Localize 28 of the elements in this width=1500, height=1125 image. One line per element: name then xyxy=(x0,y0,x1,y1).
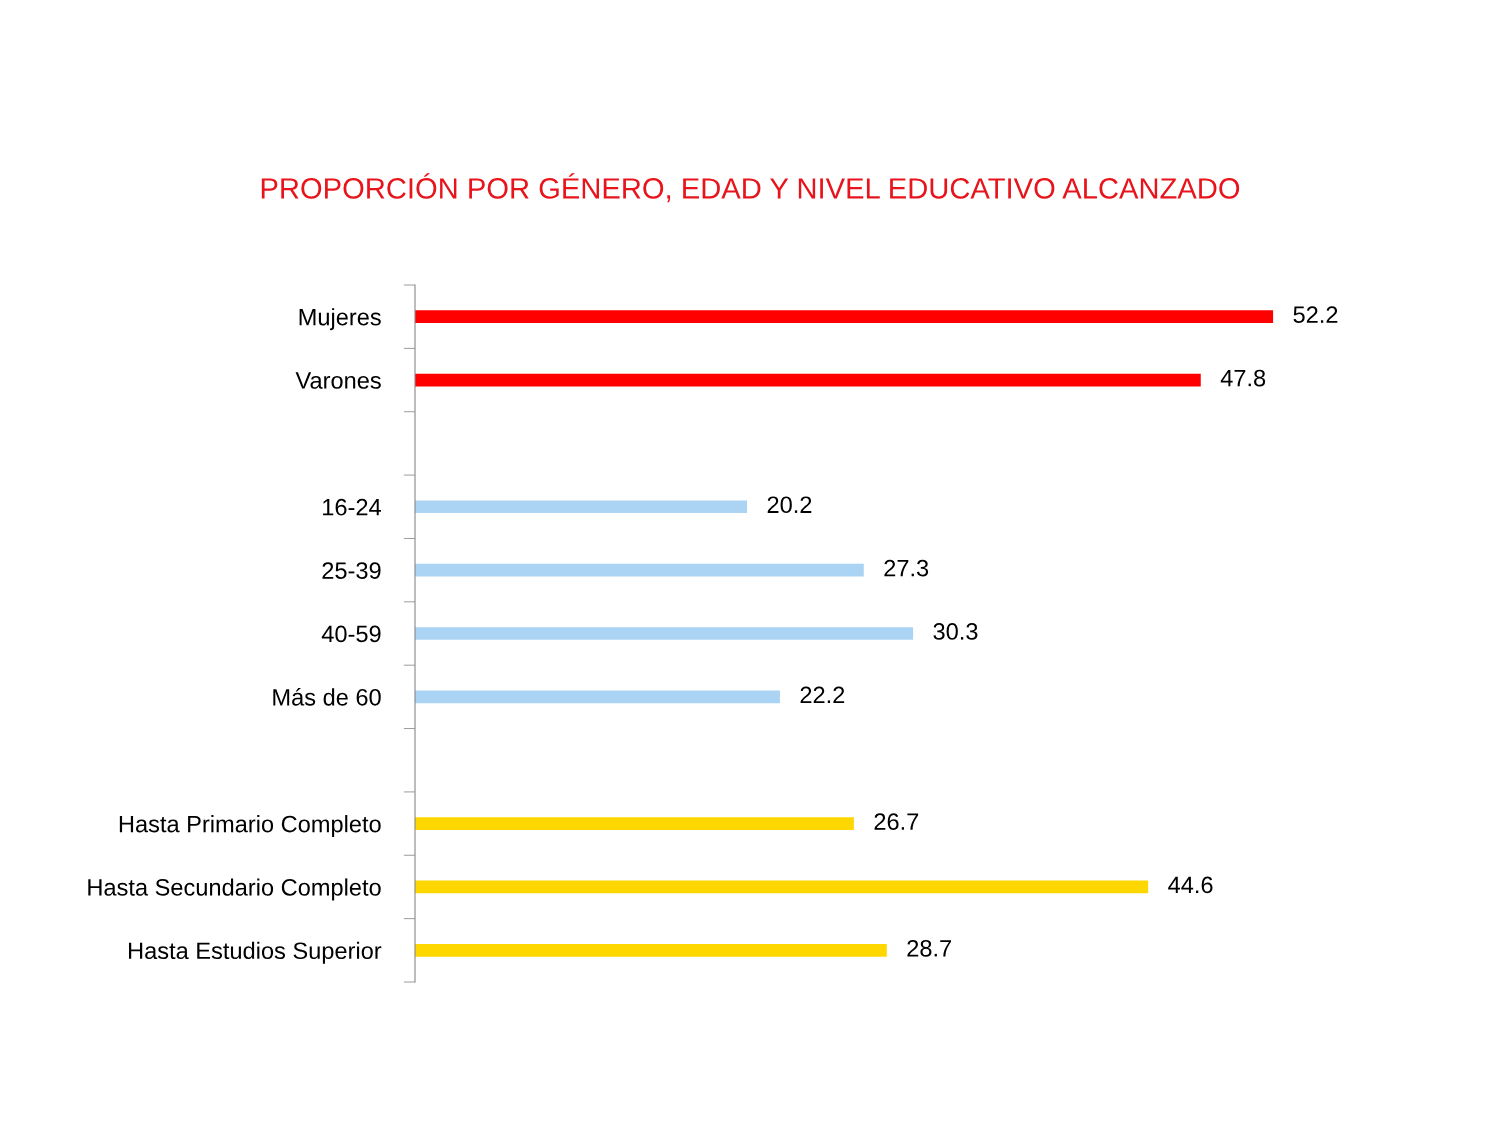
bar xyxy=(415,563,864,577)
data-label: 44.6 xyxy=(1168,876,1213,894)
y-tick-label: Mujeres xyxy=(299,308,381,331)
data-label: 27.3 xyxy=(884,559,929,577)
y-tick-label: 16-24 xyxy=(323,498,381,516)
y-tick-label: Varones xyxy=(295,372,381,389)
data-label: 30.3 xyxy=(933,623,978,640)
y-tick-label: Hasta Primario Completo xyxy=(119,815,381,838)
data-label: 20.2 xyxy=(767,496,812,514)
data-label: 52.2 xyxy=(1293,306,1338,324)
y-tick-label: Más de 60 xyxy=(273,688,381,706)
y-tick-label: 40-59 xyxy=(321,625,381,643)
data-label: 28.7 xyxy=(907,939,951,957)
bar xyxy=(415,943,887,957)
bar xyxy=(415,500,748,514)
bar xyxy=(415,373,1201,387)
bar xyxy=(415,690,780,704)
bar xyxy=(415,627,914,640)
bar xyxy=(415,817,854,830)
bar xyxy=(415,310,1274,324)
y-tick-label: Hasta Secundario Completo xyxy=(88,878,381,901)
y-tick-label: 25-39 xyxy=(322,562,381,579)
y-tick-label: Hasta Estudios Superior xyxy=(129,941,382,964)
chart-title: PROPORCIÓN POR GÉNERO, EDAD Y NIVEL EDUCATIVO ALCANZADO xyxy=(261,173,1240,203)
bar xyxy=(415,880,1149,894)
data-label: 26.7 xyxy=(874,813,919,830)
data-label: 22.2 xyxy=(800,686,845,703)
data-label: 47.8 xyxy=(1220,369,1266,387)
